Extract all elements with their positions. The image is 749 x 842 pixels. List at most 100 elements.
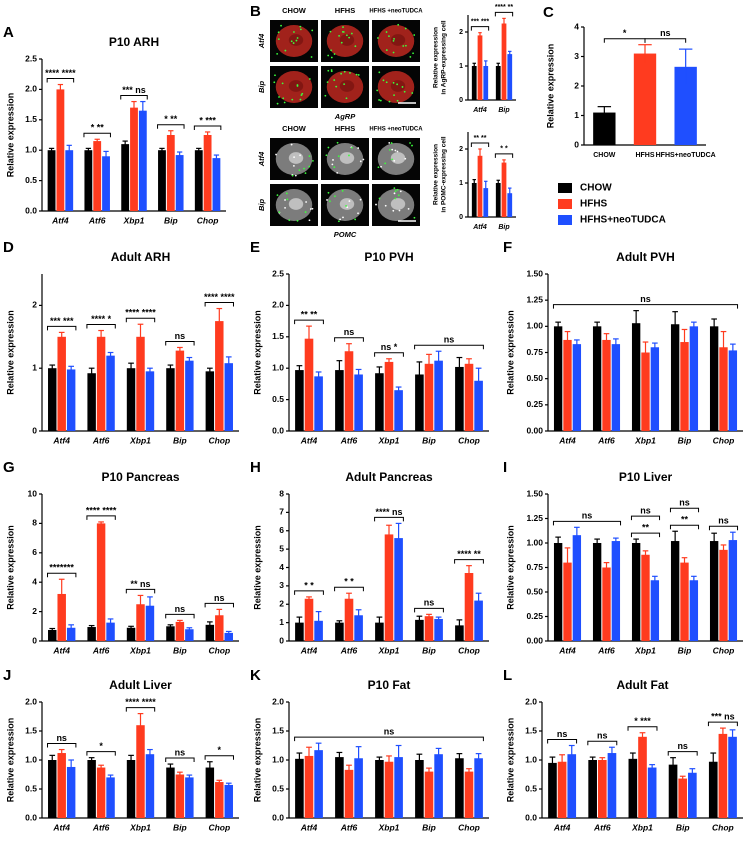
bar (175, 774, 185, 818)
error-bar (213, 154, 220, 162)
bar (638, 736, 647, 818)
error-bar (159, 147, 165, 153)
error-bar (128, 625, 134, 630)
puncta (377, 37, 379, 39)
bar (455, 758, 464, 818)
puncta (348, 154, 350, 157)
bar (106, 622, 115, 641)
x-tick-label: Atf4 (51, 215, 69, 225)
significance-bracket (47, 743, 77, 748)
puncta (411, 144, 413, 147)
error-bar (186, 627, 193, 631)
puncta (378, 99, 380, 101)
error-bar (58, 578, 65, 609)
error-bar (147, 596, 153, 615)
panel-letter: C (543, 4, 554, 21)
puncta (303, 167, 305, 170)
y-tick-label: 1 (32, 362, 37, 372)
nucleus (390, 80, 406, 92)
significance-bracket (334, 337, 364, 342)
legend-label: CHOW (580, 183, 612, 194)
error-bar (555, 321, 561, 331)
puncta (327, 191, 330, 194)
caption: POMC (334, 230, 357, 239)
bar (611, 344, 621, 431)
bar (689, 326, 699, 431)
column-label: HFHS +neoTUDCA (369, 9, 423, 15)
puncta (330, 69, 333, 71)
puncta (394, 197, 397, 200)
significance-bracket (552, 520, 622, 526)
significance-bracket (165, 340, 195, 346)
error-bar (603, 561, 610, 573)
significance-label: **** **** (125, 308, 156, 318)
x-tick-label: Xbp1 (129, 822, 151, 832)
significance-bracket (83, 132, 111, 138)
significance-bracket (86, 324, 116, 329)
error-bar (207, 761, 213, 774)
error-bar (107, 618, 114, 627)
bar (474, 758, 483, 818)
x-tick-label: Chop (208, 822, 230, 832)
puncta (296, 219, 299, 222)
error-bar (435, 616, 442, 621)
x-tick-label: Atf4 (553, 822, 571, 832)
bar (668, 764, 678, 818)
significance-bracket (157, 124, 185, 129)
error-bar (355, 368, 362, 380)
bar (415, 619, 424, 641)
significance-bracket (374, 516, 404, 522)
chart-title: Adult PVH (616, 250, 675, 264)
puncta (337, 155, 340, 158)
significance-label: **** ** (495, 4, 514, 11)
bar (224, 363, 233, 431)
significance-label: ns (582, 511, 593, 521)
error-bar (137, 594, 144, 614)
x-tick-label: Bip (422, 822, 436, 832)
significance-label: * ** (91, 123, 105, 133)
error-bar (168, 130, 174, 140)
chart-title: P10 PVH (364, 250, 413, 264)
x-tick-label: Chop (458, 822, 480, 832)
puncta (388, 148, 391, 151)
nucleus (339, 152, 355, 164)
significance-bracket (587, 740, 618, 746)
error-bar (395, 386, 402, 394)
x-tick-label: Chop (458, 435, 480, 445)
column-label: HFHS (335, 124, 355, 133)
bar (205, 624, 215, 641)
x-tick-label: Atf6 (340, 645, 358, 655)
significance-bracket (125, 317, 156, 323)
puncta (348, 36, 351, 39)
puncta (291, 98, 294, 101)
error-bar (107, 351, 114, 359)
y-tick-label: 1 (459, 180, 463, 187)
y-tick-label: 0 (32, 425, 37, 435)
bar (375, 622, 384, 641)
puncta (308, 78, 311, 80)
y-tick-label: 0.5 (272, 783, 284, 793)
y-tick-label: 8 (32, 518, 37, 528)
x-tick-label: Bip (422, 435, 436, 445)
error-bar (639, 732, 646, 741)
significance-label: * *** (199, 115, 216, 125)
significance-label: * (99, 741, 103, 751)
bar (136, 725, 145, 818)
bar (136, 604, 145, 641)
y-tick-label: 4 (32, 576, 37, 586)
puncta (274, 74, 276, 77)
significance-bracket (707, 721, 738, 727)
bar (175, 621, 185, 641)
puncta (301, 92, 304, 95)
bar (57, 336, 66, 431)
y-tick-label: 1.50 (526, 268, 543, 278)
significance-label: *** *** (50, 316, 74, 326)
error-bar (711, 318, 717, 334)
significance-bracket (374, 352, 404, 357)
puncta (413, 216, 416, 219)
puncta (349, 72, 351, 74)
error-bar (386, 358, 392, 366)
error-bar (225, 356, 232, 370)
y-tick-label: 3 (574, 51, 579, 61)
bar (647, 767, 657, 818)
